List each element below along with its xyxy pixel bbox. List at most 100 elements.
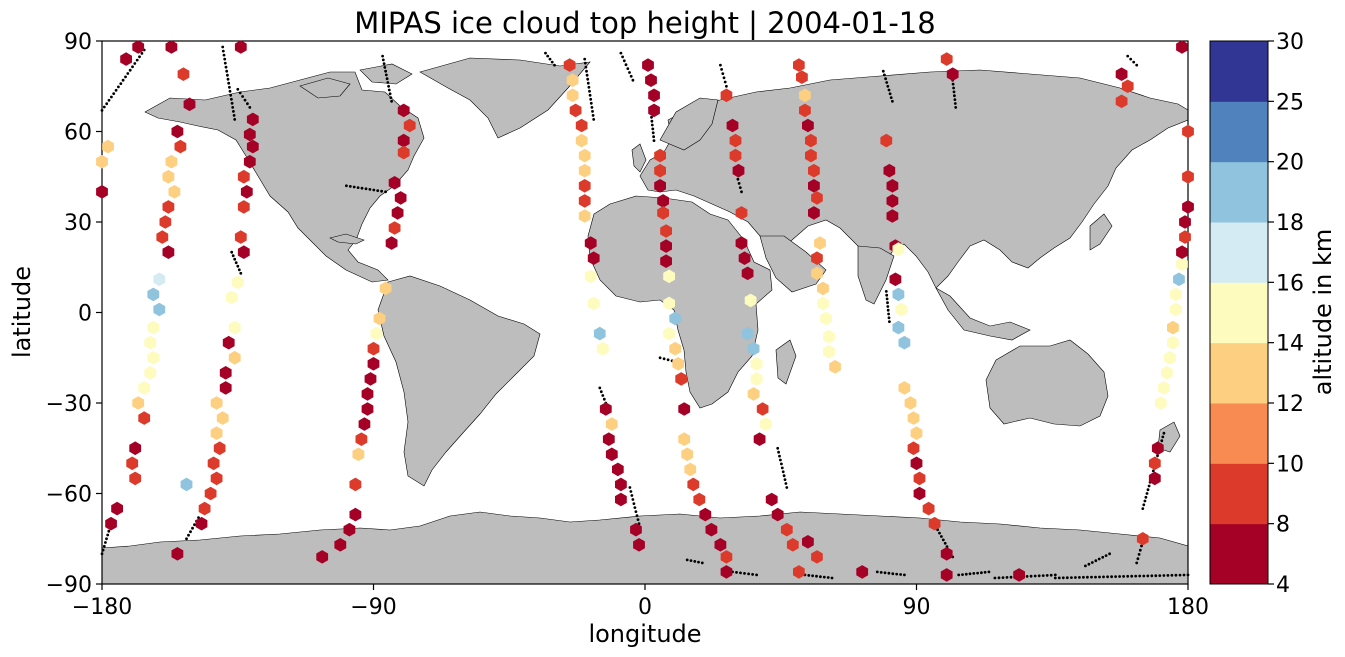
track-dot	[1178, 573, 1182, 577]
track-dot	[1154, 574, 1158, 578]
cloud-top-marker	[379, 281, 392, 296]
cloud-top-marker	[684, 462, 697, 477]
track-dot	[601, 394, 605, 397]
cloud-top-marker	[907, 411, 920, 425]
track-dot	[230, 101, 234, 105]
track-dot	[954, 106, 958, 109]
track-dot	[1074, 576, 1077, 579]
colorbar-tick-label: 30	[1276, 30, 1304, 55]
colorbar-segment	[1210, 41, 1268, 102]
cloud-top-marker	[808, 179, 820, 193]
y-tick-label: −60	[46, 483, 92, 508]
track-dot	[1049, 573, 1053, 577]
track-dot	[140, 52, 144, 55]
cloud-top-marker	[243, 154, 256, 169]
track-dot	[953, 102, 957, 105]
track-dot	[968, 572, 972, 576]
cloud-top-marker	[615, 477, 627, 492]
cloud-top-marker	[669, 341, 682, 356]
cloud-top-marker	[171, 124, 184, 139]
track-dot	[743, 572, 746, 575]
track-dot	[138, 55, 141, 59]
cloud-top-marker	[811, 266, 823, 281]
track-dot	[885, 81, 889, 84]
africa-land	[587, 195, 773, 409]
map-background	[101, 40, 1189, 585]
cloud-top-marker	[669, 311, 682, 326]
track-dot	[1141, 507, 1145, 510]
track-dot	[234, 261, 238, 265]
cloud-top-marker	[334, 538, 347, 552]
cloud-top-marker	[1182, 169, 1194, 184]
cloud-top-marker	[808, 163, 820, 178]
track-dot	[1143, 499, 1147, 503]
track-dot	[232, 110, 235, 113]
cloud-top-marker	[630, 522, 642, 537]
colorbar-segment	[1210, 403, 1268, 464]
cloud-top-marker	[602, 432, 615, 446]
track-dot	[553, 63, 556, 67]
cloud-top-marker	[889, 272, 902, 287]
track-dot	[650, 119, 654, 123]
cloud-top-marker	[820, 311, 832, 326]
track-dot	[987, 570, 991, 574]
cloud-top-marker	[153, 272, 166, 287]
cloud-top-marker	[1148, 456, 1161, 471]
track-dot	[1053, 576, 1057, 580]
cloud-top-marker	[1158, 381, 1170, 395]
track-dot	[225, 69, 229, 73]
track-dot	[624, 63, 628, 67]
track-dot	[550, 60, 554, 64]
track-dot	[222, 53, 226, 57]
cloud-top-marker	[397, 145, 410, 160]
track-dot	[1147, 484, 1151, 488]
track-dot	[221, 49, 225, 53]
track-dot	[1137, 553, 1141, 556]
cloud-top-marker	[216, 411, 229, 425]
cloud-top-marker	[648, 88, 660, 103]
track-dot	[622, 59, 626, 63]
track-dot	[1102, 575, 1105, 579]
track-dot	[887, 316, 891, 320]
cloud-top-marker	[705, 522, 718, 537]
track-dot	[380, 189, 383, 193]
track-dot	[128, 68, 132, 72]
track-dot	[952, 90, 956, 94]
colorbar-tick-label: 10	[1276, 452, 1304, 477]
colorbar-segment	[1210, 523, 1268, 585]
cloud-top-marker	[138, 411, 151, 425]
track-dot	[650, 123, 654, 127]
track-dot	[1186, 573, 1190, 577]
cloud-top-marker	[180, 477, 193, 492]
cloud-top-marker	[817, 281, 829, 296]
cloud-top-marker	[642, 58, 654, 72]
cloud-top-marker	[1179, 215, 1191, 229]
track-dot	[895, 572, 899, 576]
colorbar-segment	[1210, 463, 1268, 525]
antarctica-land	[101, 511, 1189, 585]
cloud-top-marker	[228, 320, 241, 335]
track-dot	[1065, 576, 1069, 580]
cloud-top-marker	[940, 52, 953, 66]
japan-land	[1089, 213, 1113, 251]
track-dot	[232, 114, 236, 117]
track-dot	[997, 576, 1001, 580]
track-dot	[583, 57, 587, 61]
track-dot	[1033, 574, 1037, 578]
cloud-top-marker	[811, 550, 823, 564]
x-tick-label: 180	[1167, 595, 1209, 620]
arabia-land	[759, 235, 827, 293]
track-dot	[631, 498, 635, 501]
cloud-top-marker	[566, 73, 579, 87]
track-dot	[697, 560, 700, 564]
track-dot	[815, 574, 818, 578]
cloud-top-marker	[892, 320, 905, 335]
track-dot	[650, 115, 653, 119]
cloud-top-marker	[153, 302, 166, 317]
track-dot	[585, 73, 589, 77]
track-dot	[1138, 574, 1142, 578]
track-dot	[1135, 63, 1139, 67]
track-dot	[778, 454, 781, 458]
cloud-top-marker	[147, 287, 160, 302]
